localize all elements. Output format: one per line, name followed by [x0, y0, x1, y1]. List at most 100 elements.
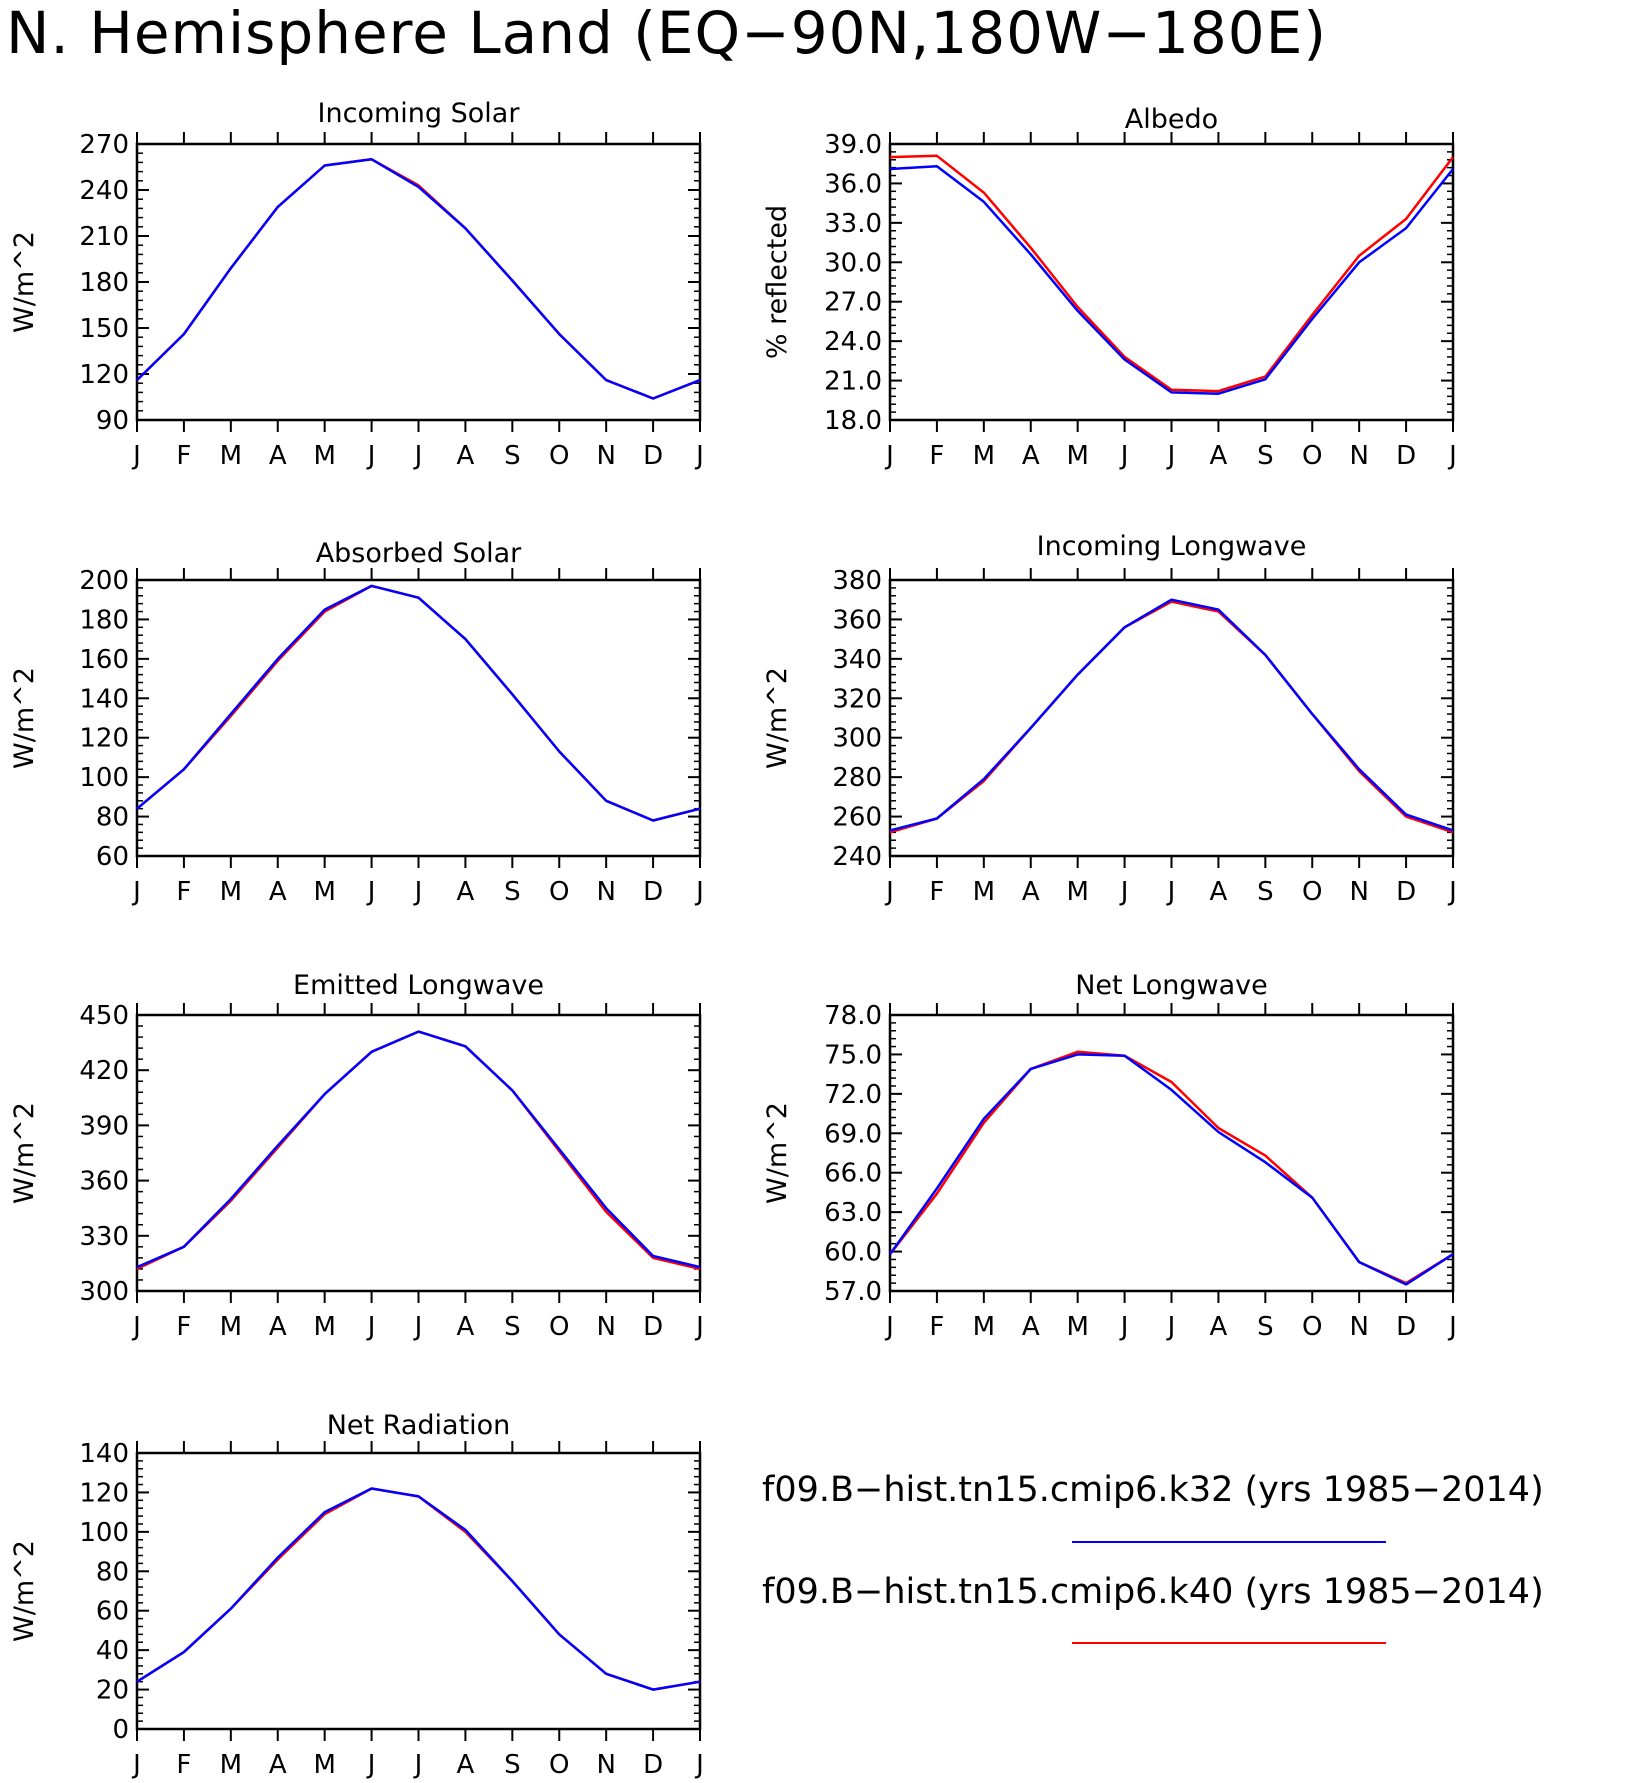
- albedo-xtick-label: N: [1349, 441, 1368, 471]
- net-radiation-xtick-label: A: [457, 1750, 475, 1780]
- incoming-solar-ytick-label: 240: [79, 176, 129, 206]
- incoming-longwave-chart: Incoming Longwave W/m^2 240 260 280 300 320 340…: [762, 531, 1457, 907]
- incoming-longwave-xtick-label: D: [1396, 877, 1416, 907]
- absorbed-solar-ytick-label: 100: [79, 763, 129, 793]
- incoming-longwave-ytick-label: 340: [832, 645, 882, 675]
- net-longwave-series-k40: [889, 1050, 1454, 1285]
- incoming-longwave-xtick-label: A: [1022, 877, 1040, 907]
- absorbed-solar-chart: Absorbed Solar W/m^2 60 80 100 120 140 160 180 20…: [9, 538, 704, 907]
- net-longwave-ylabel: W/m^2: [762, 1102, 793, 1204]
- emitted-longwave-ytick-label: 360: [79, 1167, 129, 1197]
- emitted-longwave-xtick-label: D: [643, 1312, 663, 1342]
- albedo-title: Albedo: [1125, 104, 1218, 135]
- incoming-solar-xtick-label: A: [457, 441, 475, 471]
- net-longwave-xtick-label: M: [973, 1312, 995, 1342]
- incoming-solar-ylabel: W/m^2: [9, 231, 40, 333]
- net-longwave-ytick-label: 63.0: [824, 1198, 882, 1228]
- net-radiation-ylabel: W/m^2: [9, 1540, 40, 1642]
- net-longwave-xtick-label: N: [1349, 1312, 1368, 1342]
- albedo-series-k32: [889, 165, 1454, 395]
- incoming-solar-xtick-label: M: [313, 441, 335, 471]
- net-radiation-xtick-label: S: [504, 1750, 521, 1780]
- incoming-solar-xtick-label: M: [220, 441, 242, 471]
- albedo-xtick-label: J: [1447, 441, 1457, 471]
- absorbed-solar-xtick-label: J: [366, 877, 376, 907]
- net-longwave-xtick-label: D: [1396, 1312, 1416, 1342]
- net-radiation-ytick-label: 120: [79, 1478, 129, 1508]
- net-longwave-ytick-label: 57.0: [824, 1277, 882, 1307]
- emitted-longwave-xtick-label: J: [694, 1312, 704, 1342]
- net-radiation-series-k32: [136, 1487, 701, 1691]
- incoming-longwave-xtick-label: J: [1166, 877, 1176, 907]
- net-longwave-xtick-label: M: [1066, 1312, 1088, 1342]
- net-longwave-chart: Net Longwave W/m^2 57.0 60.0 63.0 66.0 69.0 72.…: [762, 970, 1457, 1342]
- net-radiation-ytick-label: 20: [96, 1676, 129, 1706]
- net-radiation-ytick-label: 40: [96, 1636, 129, 1666]
- absorbed-solar-ytick-label: 180: [79, 605, 129, 635]
- albedo-ytick-label: 33.0: [824, 209, 882, 239]
- incoming-longwave-title: Incoming Longwave: [1037, 531, 1307, 562]
- absorbed-solar-xtick-label: A: [269, 877, 287, 907]
- incoming-solar-xtick-label: J: [694, 441, 704, 471]
- albedo-xtick-label: F: [929, 441, 944, 471]
- emitted-longwave-xtick-label: O: [549, 1312, 569, 1342]
- incoming-solar-ytick-label: 270: [79, 130, 129, 160]
- incoming-longwave-ytick-label: 360: [832, 605, 882, 635]
- incoming-solar-xtick-label: A: [269, 441, 287, 471]
- net-radiation-series-k40: [136, 1487, 701, 1691]
- net-longwave-series-k32: [888, 1053, 1454, 1286]
- emitted-longwave-xtick-label: M: [220, 1312, 242, 1342]
- net-radiation-xtick-label: M: [313, 1750, 335, 1780]
- incoming-solar-ytick-label: 120: [79, 360, 129, 390]
- albedo-ytick-label: 18.0: [824, 406, 882, 436]
- emitted-longwave-xtick-label: A: [269, 1312, 287, 1342]
- net-longwave-xtick-label: F: [929, 1312, 944, 1342]
- incoming-solar-xtick-label: S: [504, 441, 521, 471]
- albedo-xtick-label: J: [1119, 441, 1129, 471]
- net-radiation-ytick-label: 60: [96, 1597, 129, 1627]
- emitted-longwave-ytick-label: 330: [79, 1222, 129, 1252]
- page-title: N. Hemisphere Land (EQ−90N,180W−180E): [6, 0, 1327, 67]
- albedo-xtick-label: S: [1257, 441, 1274, 471]
- incoming-longwave-frame: [888, 578, 1455, 858]
- albedo-ylabel: % reflected: [762, 205, 793, 359]
- albedo-xtick-label: M: [973, 441, 995, 471]
- absorbed-solar-frame: [135, 578, 702, 858]
- absorbed-solar-ytick-label: 80: [96, 803, 129, 833]
- albedo-ytick-label: 21.0: [824, 367, 882, 397]
- net-radiation-xtick-label: J: [694, 1750, 704, 1780]
- net-radiation-ytick-label: 80: [96, 1557, 129, 1587]
- incoming-longwave-xtick-label: N: [1349, 877, 1368, 907]
- absorbed-solar-xtick-label: M: [313, 877, 335, 907]
- emitted-longwave-xtick-label: S: [504, 1312, 521, 1342]
- incoming-longwave-xtick-label: J: [1447, 877, 1457, 907]
- net-longwave-ytick-label: 72.0: [824, 1080, 882, 1110]
- net-radiation-xtick-label: J: [131, 1750, 141, 1780]
- incoming-solar-xtick-label: O: [549, 441, 569, 471]
- incoming-solar-series-k32: [136, 158, 701, 400]
- albedo-xtick-label: A: [1210, 441, 1228, 471]
- emitted-longwave-chart: Emitted Longwave W/m^2 300 330 360 390 420 450 J…: [9, 970, 704, 1342]
- incoming-longwave-ytick-label: 380: [832, 566, 882, 596]
- incoming-longwave-xtick-label: F: [929, 877, 944, 907]
- albedo-xtick-label: J: [884, 441, 894, 471]
- emitted-longwave-xtick-label: N: [596, 1312, 615, 1342]
- albedo-xtick-label: O: [1302, 441, 1322, 471]
- absorbed-solar-xtick-label: A: [457, 877, 475, 907]
- incoming-longwave-ytick-label: 240: [832, 842, 882, 872]
- incoming-longwave-xtick-label: S: [1257, 877, 1274, 907]
- incoming-longwave-xtick-label: A: [1210, 877, 1228, 907]
- albedo-xtick-label: M: [1066, 441, 1088, 471]
- net-radiation-ytick-label: 100: [79, 1518, 129, 1548]
- incoming-longwave-ytick-label: 300: [832, 724, 882, 754]
- net-radiation-ytick-label: 0: [112, 1715, 129, 1745]
- incoming-solar-ytick-label: 180: [79, 268, 129, 298]
- emitted-longwave-xtick-label: J: [413, 1312, 423, 1342]
- incoming-solar-ytick-label: 150: [79, 314, 129, 344]
- incoming-longwave-ytick-label: 320: [832, 684, 882, 714]
- absorbed-solar-xtick-label: N: [596, 877, 615, 907]
- emitted-longwave-xtick-label: F: [176, 1312, 191, 1342]
- incoming-solar-xtick-label: J: [366, 441, 376, 471]
- net-radiation-xtick-label: N: [596, 1750, 615, 1780]
